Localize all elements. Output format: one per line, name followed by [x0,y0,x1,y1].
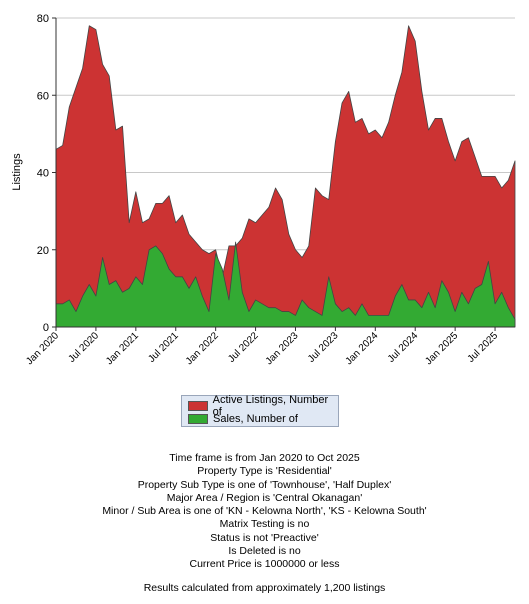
x-tick-label: Jan 2024 [344,330,381,367]
criteria-line: Matrix Testing is no [219,518,310,531]
criteria-line: Minor / Sub Area is one of 'KN - Kelowna… [102,505,427,518]
x-tick-label: Jan 2021 [104,330,141,367]
x-tick-label: Jan 2025 [423,330,460,367]
legend-item-active-listings: Active Listings, Number of [188,394,338,418]
area-sales-number-of [55,241,516,328]
x-tick-label: Jul 2023 [306,330,341,365]
legend-label-active: Active Listings, Number of [212,394,329,418]
legend-swatch-active [188,401,208,411]
x-tick-label: Jul 2021 [146,330,181,365]
chart-legend: Active Listings, Number of Sales, Number… [181,394,339,427]
results-note: Results calculated from approximately 1,… [143,582,386,594]
criteria-line: Property Type is 'Residential' [197,465,332,478]
x-tick-label: Jul 2025 [466,330,501,365]
x-tick-label: Jul 2020 [67,330,102,365]
x-tick-label: Jan 2022 [184,330,221,367]
y-tick-label: 80 [37,13,49,25]
x-tick-label: Jul 2024 [386,330,421,365]
x-tick-label: Jul 2022 [226,330,261,365]
criteria-line: Property Sub Type is one of 'Townhouse',… [137,478,392,491]
y-tick-label: 40 [37,168,49,180]
criteria-line: Major Area / Region is 'Central Okanagan… [166,491,363,504]
legend-label-sales: Sales, Number of [213,413,298,425]
x-tick-label: Jan 2020 [24,330,61,367]
criteria-line: Is Deleted is no [228,545,301,558]
x-tick-labels: Jan 2020 Jul 2020 Jan 2021 Jul 2021 Jan 2022… [24,327,500,367]
area-series [55,25,516,328]
search-criteria: Time frame is from Jan 2020 to Oct 2025 … [0,452,529,572]
y-axis-label: Listings [11,153,23,191]
criteria-line: Status is not 'Preactive' [210,531,319,544]
y-tick-label: 0 [43,322,49,334]
x-tick-label: Jan 2023 [264,330,301,367]
y-tick-labels: 0 20 40 60 80 [37,13,56,334]
legend-item-sales: Sales, Number of [188,413,298,425]
criteria-line: Time frame is from Jan 2020 to Oct 2025 [169,452,360,464]
area-active-listings-number-of [55,25,516,328]
legend-swatch-sales [188,414,208,424]
y-tick-label: 60 [37,90,49,102]
y-tick-label: 20 [37,245,49,257]
criteria-line: Current Price is 1000000 or less [189,558,340,571]
